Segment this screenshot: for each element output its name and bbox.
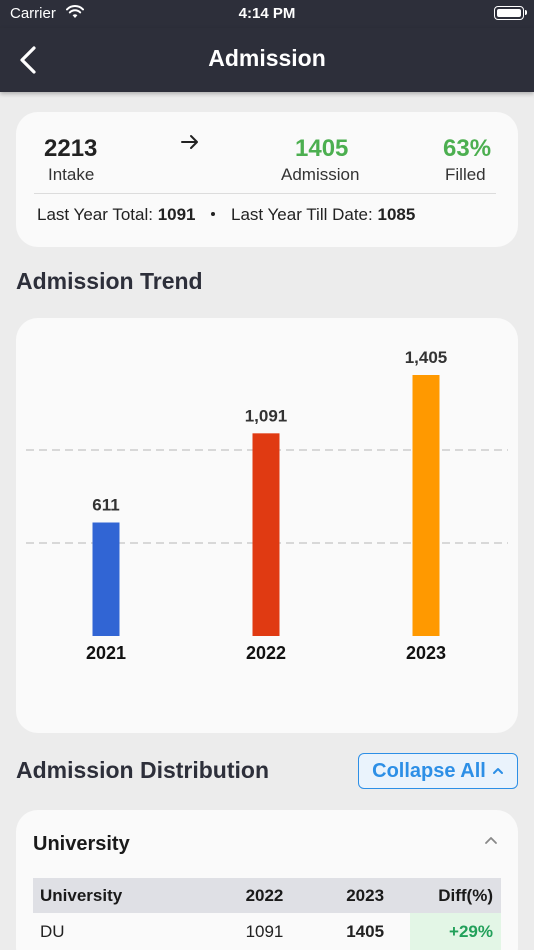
bar-2022[interactable] — [252, 433, 280, 636]
bar-2021[interactable] — [92, 522, 120, 636]
collapse-all-label: Collapse All — [372, 759, 486, 782]
x-tick-label-2022: 2022 — [246, 643, 286, 663]
admission-trend-chart: 611 2021 1,091 2022 1,405 2023 — [16, 318, 518, 733]
summary-card: 2213 Intake 1405 Admission 63% Filled La… — [16, 112, 518, 247]
back-chevron-icon[interactable] — [14, 42, 46, 78]
admission-label: Admission — [281, 165, 360, 184]
cell-2023: 1405 — [346, 921, 385, 941]
cell-2022: 1091 — [245, 921, 284, 941]
collapse-all-button[interactable]: Collapse All — [358, 753, 518, 789]
last-year-till-date-label: Last Year Till Date: — [230, 205, 373, 224]
bar-chart: 611 2021 1,091 2022 1,405 2023 — [26, 348, 508, 663]
trend-section-title: Admission Trend — [16, 268, 203, 294]
table-row[interactable]: DU 1091 1405 +29% — [33, 913, 501, 950]
cell-diff: +29% — [410, 913, 501, 950]
distribution-table: University 2022 2023 Diff(%) DU 1091 140… — [33, 878, 501, 950]
separator-dot — [211, 211, 216, 216]
x-tick-label-2023: 2023 — [406, 643, 446, 663]
filled-label: Filled — [445, 165, 486, 184]
clock: 4:14 PM — [238, 5, 296, 22]
battery-icon — [494, 6, 527, 20]
distribution-section-title: Admission Distribution — [16, 757, 269, 783]
column-header-university: University — [40, 885, 123, 905]
status-bar: Carrier 4:14 PM — [0, 0, 534, 28]
x-tick-label-2021: 2021 — [86, 643, 126, 663]
admission-value: 1405 — [295, 135, 349, 162]
chevron-up-icon — [492, 768, 503, 774]
last-year-total-value: 1091 — [157, 205, 196, 224]
filled-value: 63% — [443, 135, 492, 162]
nav-bar: Admission — [0, 28, 534, 92]
bar-value-label-2023: 1,405 — [405, 348, 448, 367]
column-header-diff: Diff(%) — [438, 885, 493, 905]
summary-divider — [34, 193, 496, 194]
arrow-right-icon — [181, 135, 198, 149]
table-header-row: University 2022 2023 Diff(%) — [33, 878, 501, 913]
bar-value-label-2022: 1,091 — [245, 406, 288, 425]
intake-value: 2213 — [44, 135, 98, 162]
last-year-total-label: Last Year Total: — [37, 205, 153, 224]
bar-2023[interactable] — [412, 375, 440, 636]
cell-university: DU — [40, 921, 65, 941]
last-year-till-date-value: 1085 — [377, 205, 416, 224]
carrier-label: Carrier — [10, 5, 56, 22]
distribution-card: University University 2022 2023 Diff(%) … — [16, 810, 518, 950]
bar-value-label-2021: 611 — [92, 495, 119, 514]
chevron-up-icon[interactable] — [484, 836, 498, 846]
page-title: Admission — [208, 45, 326, 71]
intake-label: Intake — [48, 165, 95, 184]
column-header-2022: 2022 — [245, 885, 284, 905]
column-header-2023: 2023 — [346, 885, 385, 905]
last-year-row: Last Year Total: 1091 Last Year Till Dat… — [37, 205, 415, 225]
university-group-title[interactable]: University — [33, 833, 130, 855]
wifi-icon — [66, 5, 84, 18]
